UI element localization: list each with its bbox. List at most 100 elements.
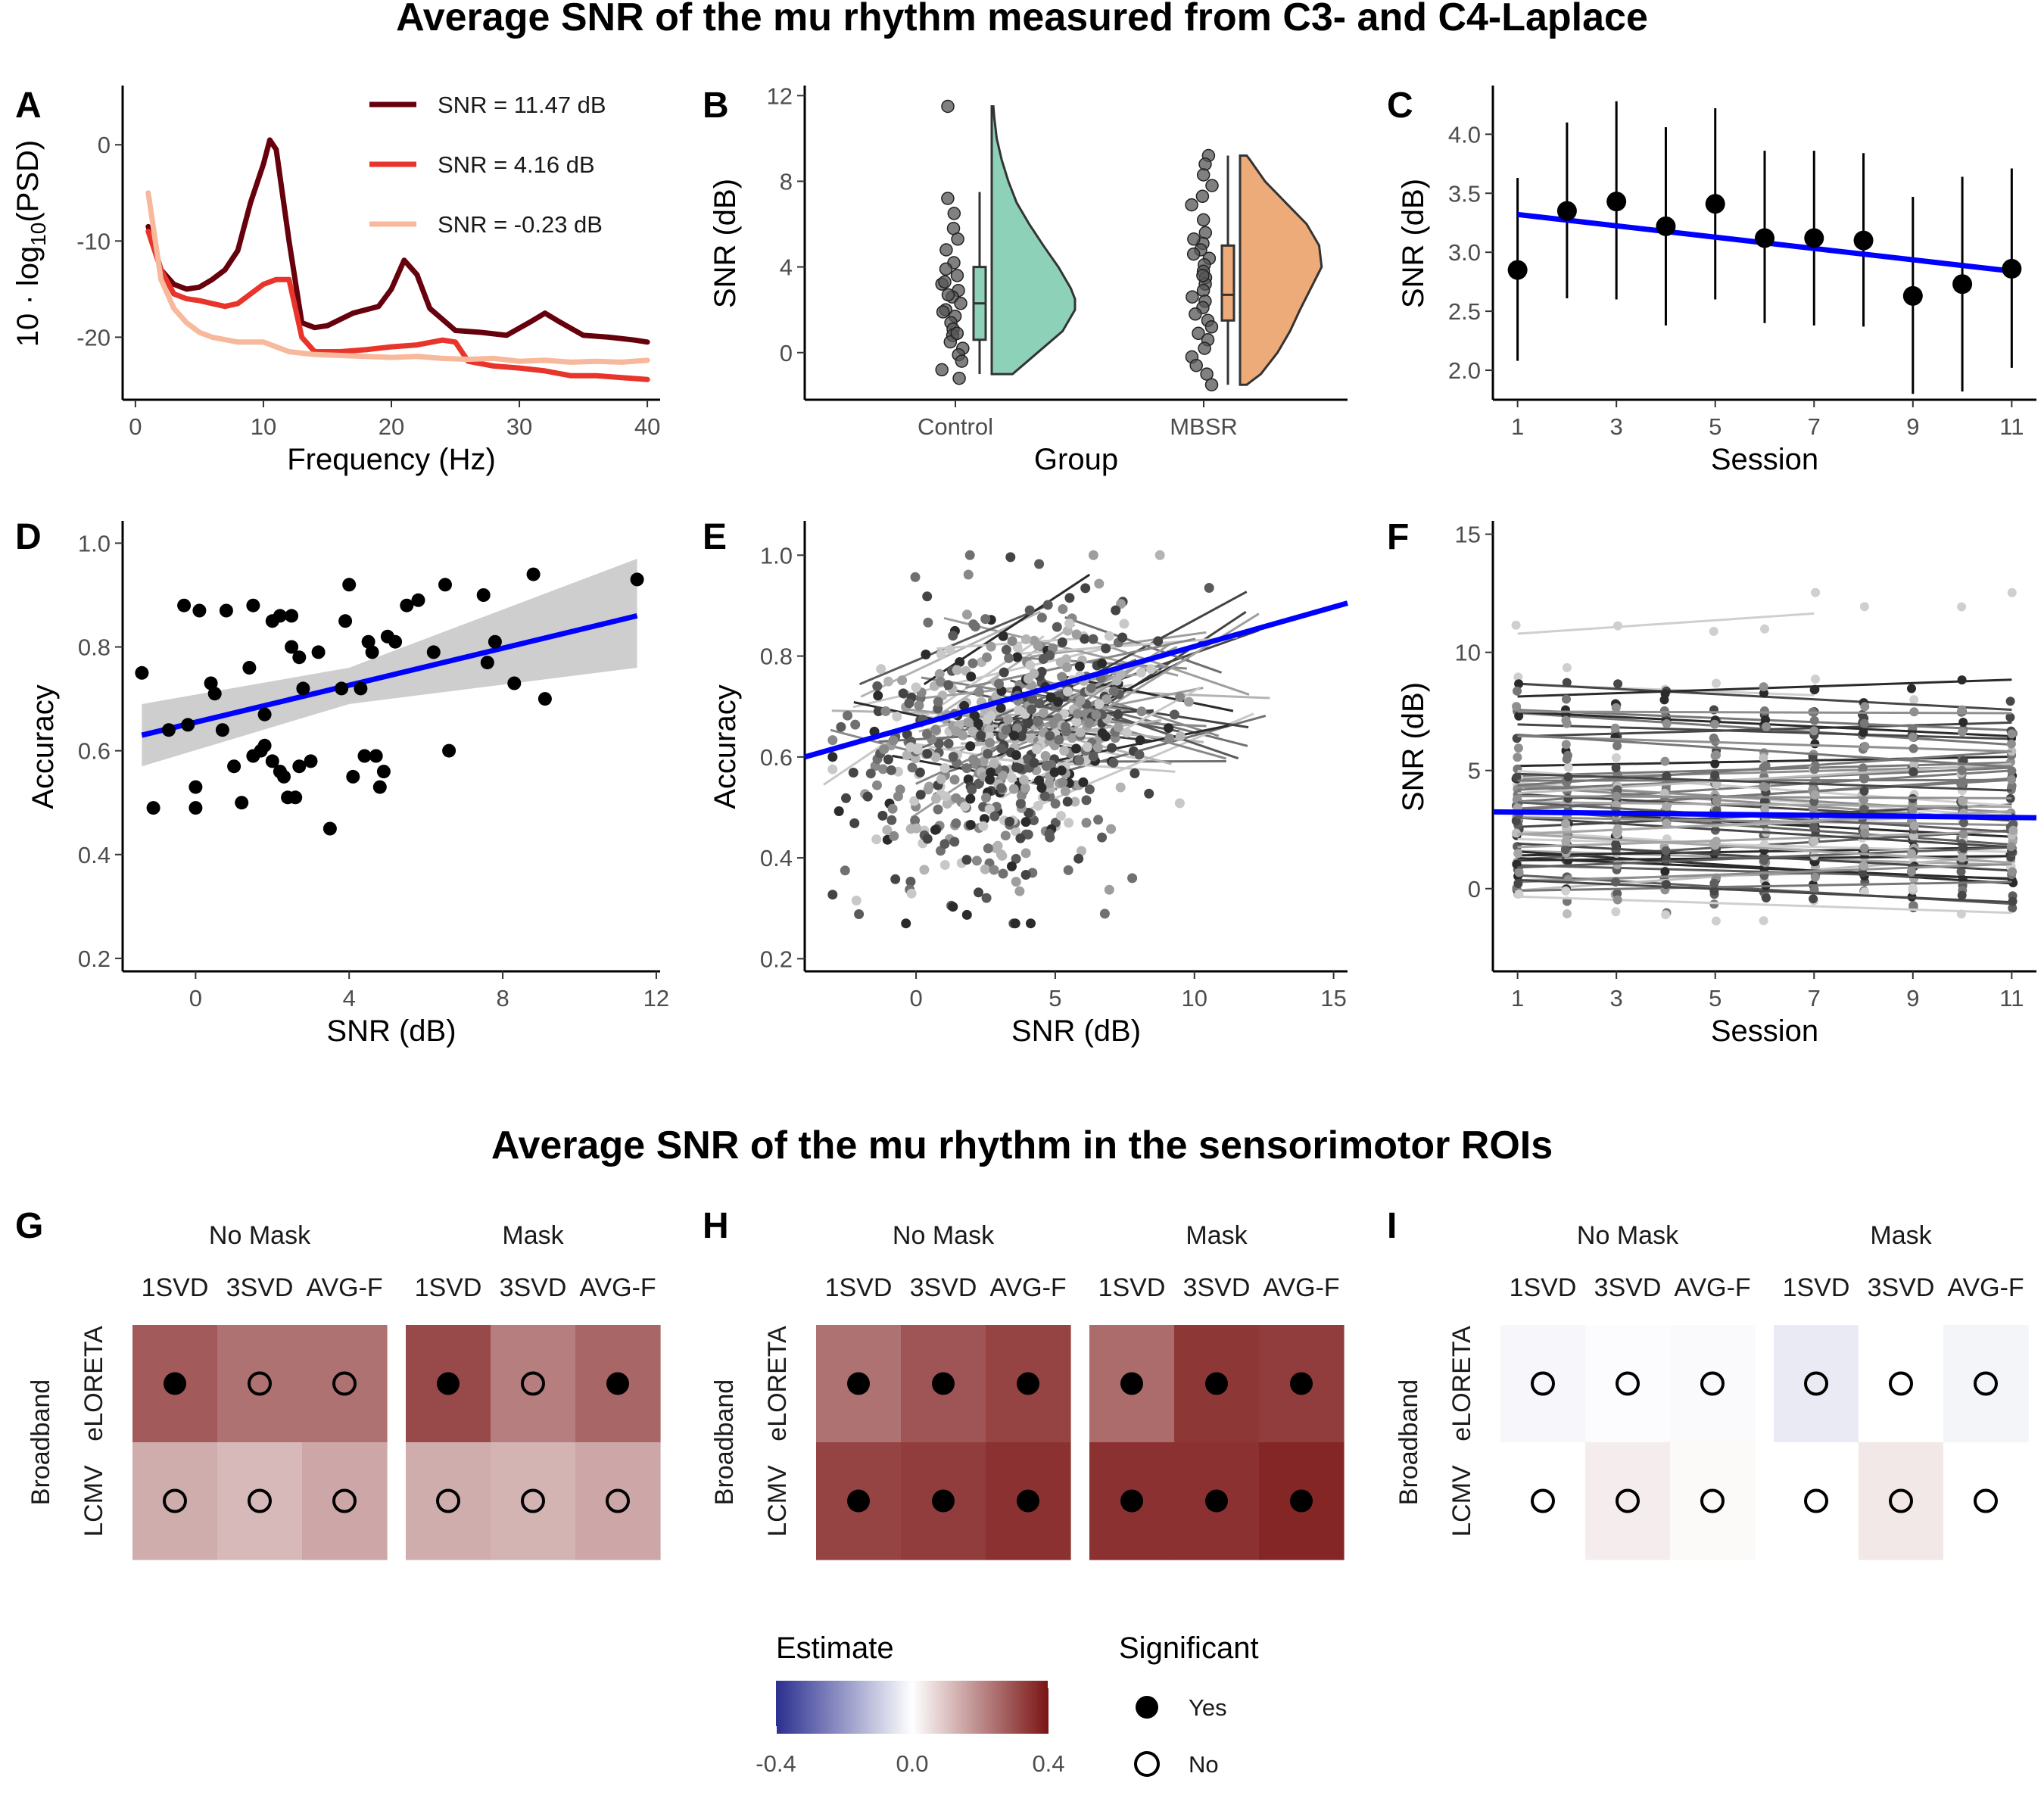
panel-e-subject-line bbox=[923, 573, 1091, 686]
panel-d-regression-line bbox=[141, 612, 638, 738]
panel-b-point-mbsr bbox=[1192, 326, 1205, 341]
panel-e-point bbox=[1073, 853, 1084, 864]
panel-f-point bbox=[1660, 689, 1670, 699]
panel-c-y-tick-label: 3.5 bbox=[1448, 180, 1481, 207]
panel-e-point bbox=[914, 700, 924, 711]
panel-f-point bbox=[1759, 753, 1768, 763]
panel-e-point bbox=[1113, 722, 1123, 733]
panel-f-point bbox=[1906, 867, 1916, 877]
panel-e-point bbox=[1086, 683, 1096, 693]
legend-yes-marker bbox=[1136, 1696, 1158, 1719]
panel-c-x-tick-label: 3 bbox=[1610, 413, 1623, 440]
panel-f-point bbox=[1514, 679, 1524, 689]
panel-f-point bbox=[1957, 890, 1967, 900]
panel-f-point bbox=[1514, 868, 1524, 877]
panel-f-point bbox=[1712, 796, 1722, 806]
panel-f-point bbox=[1662, 818, 1672, 828]
panel-f-point bbox=[1958, 829, 1968, 839]
panel-b-point-mbsr bbox=[1205, 179, 1219, 192]
panel-d-point bbox=[480, 656, 494, 670]
panel-f-point bbox=[1859, 795, 1868, 805]
panel-e-point bbox=[892, 711, 902, 722]
panel-b-point-mbsr bbox=[1204, 320, 1219, 334]
panel-e-point bbox=[983, 843, 993, 854]
panel-h-column-label: AVG-F bbox=[989, 1273, 1066, 1302]
panel-i-facet-label: No Mask bbox=[1577, 1221, 1679, 1250]
panel-a-x-tick-label: 0 bbox=[129, 413, 142, 440]
panel-e-point bbox=[1014, 763, 1024, 774]
panel-e-point bbox=[1007, 773, 1017, 784]
panel-f-point bbox=[1659, 788, 1669, 798]
panel-g-cell bbox=[132, 1442, 218, 1560]
panel-e-point bbox=[1071, 716, 1082, 727]
panel-e-point bbox=[827, 752, 838, 762]
panel-g-cell bbox=[302, 1325, 388, 1443]
panel-e-point bbox=[1063, 865, 1073, 875]
panel-b-point-mbsr bbox=[1195, 189, 1210, 204]
panel-e-point bbox=[1001, 644, 1011, 655]
panel-i-column-label: 3SVD bbox=[1594, 1273, 1662, 1302]
panel-i-cell bbox=[1585, 1325, 1671, 1443]
panel-b-point-mbsr bbox=[1198, 226, 1213, 240]
panel-e-point bbox=[1070, 796, 1080, 807]
panel-f-x-tick-label: 3 bbox=[1610, 985, 1623, 1011]
panel-e-point bbox=[1024, 808, 1034, 818]
panel-e-point bbox=[985, 774, 995, 785]
panel-f-point bbox=[1908, 732, 1918, 742]
panel-e-point bbox=[1088, 550, 1098, 560]
panel-c-y-tick-label: 2.0 bbox=[1448, 357, 1481, 384]
panel-e-point bbox=[906, 888, 917, 899]
panel-g-cell bbox=[217, 1325, 303, 1443]
panel-e-regression-line bbox=[804, 600, 1348, 760]
panel-e-point bbox=[996, 743, 1007, 754]
panel-f-point bbox=[1612, 741, 1622, 751]
panel-a-y-tick-label: 0 bbox=[98, 132, 111, 158]
panel-d-x-axis-title: SNR (dB) bbox=[326, 1014, 456, 1048]
panel-f-y-tick-label: 15 bbox=[1455, 522, 1481, 548]
panel-f-point bbox=[1560, 845, 1570, 855]
panel-e-point bbox=[1052, 622, 1062, 632]
panel-e-point bbox=[1154, 550, 1165, 560]
panel-e-point bbox=[998, 770, 1008, 781]
panel-f-point bbox=[1759, 916, 1768, 926]
panel-f-point bbox=[1613, 679, 1623, 689]
panel-d-point bbox=[526, 567, 541, 581]
panel-i-column-label: 3SVD bbox=[1868, 1273, 1935, 1302]
panel-e-point bbox=[827, 764, 838, 774]
panel-label-i: I bbox=[1387, 1206, 1397, 1246]
panel-d-x-tick-label: 4 bbox=[343, 985, 356, 1011]
panel-f-subject-line bbox=[1517, 795, 2012, 799]
panel-e-point bbox=[930, 793, 941, 804]
panel-e-point bbox=[888, 735, 899, 746]
panel-f-point bbox=[1760, 624, 1769, 634]
panel-e-point bbox=[933, 738, 944, 749]
panel-e-point bbox=[998, 868, 1008, 879]
panel-b-box-mbsr bbox=[1220, 244, 1235, 322]
panel-f-point bbox=[1513, 672, 1523, 682]
panel-f-point bbox=[1710, 770, 1720, 780]
panel-e-point bbox=[877, 810, 888, 821]
panel-e-point bbox=[872, 780, 882, 790]
panel-f-point bbox=[2005, 712, 2015, 722]
panel-e-point bbox=[965, 820, 976, 830]
panel-e-point bbox=[999, 667, 1009, 678]
panel-d-point bbox=[207, 687, 222, 701]
panel-h-significance-marker bbox=[1017, 1489, 1039, 1513]
panel-d-point bbox=[537, 692, 552, 706]
panel-f-point bbox=[1561, 705, 1570, 715]
panel-f-point bbox=[2005, 697, 2015, 706]
panel-e-point bbox=[1042, 600, 1053, 610]
panel-b-point-mbsr bbox=[1204, 378, 1219, 391]
panel-f-point bbox=[1810, 765, 1819, 774]
panel-i-cell bbox=[1774, 1325, 1859, 1443]
panel-f-point bbox=[1759, 840, 1769, 849]
panel-g-facet-label: No Mask bbox=[209, 1221, 311, 1250]
panel-h-significance-marker bbox=[1017, 1372, 1039, 1395]
panel-d-point bbox=[227, 759, 241, 774]
panel-b-point-control bbox=[954, 296, 967, 310]
panel-f-subject-line bbox=[1517, 862, 2012, 884]
panel-d-confidence-band bbox=[142, 558, 637, 767]
panel-e-point bbox=[1074, 755, 1085, 765]
panel-d-point bbox=[322, 821, 337, 836]
panel-e-point bbox=[943, 738, 954, 749]
